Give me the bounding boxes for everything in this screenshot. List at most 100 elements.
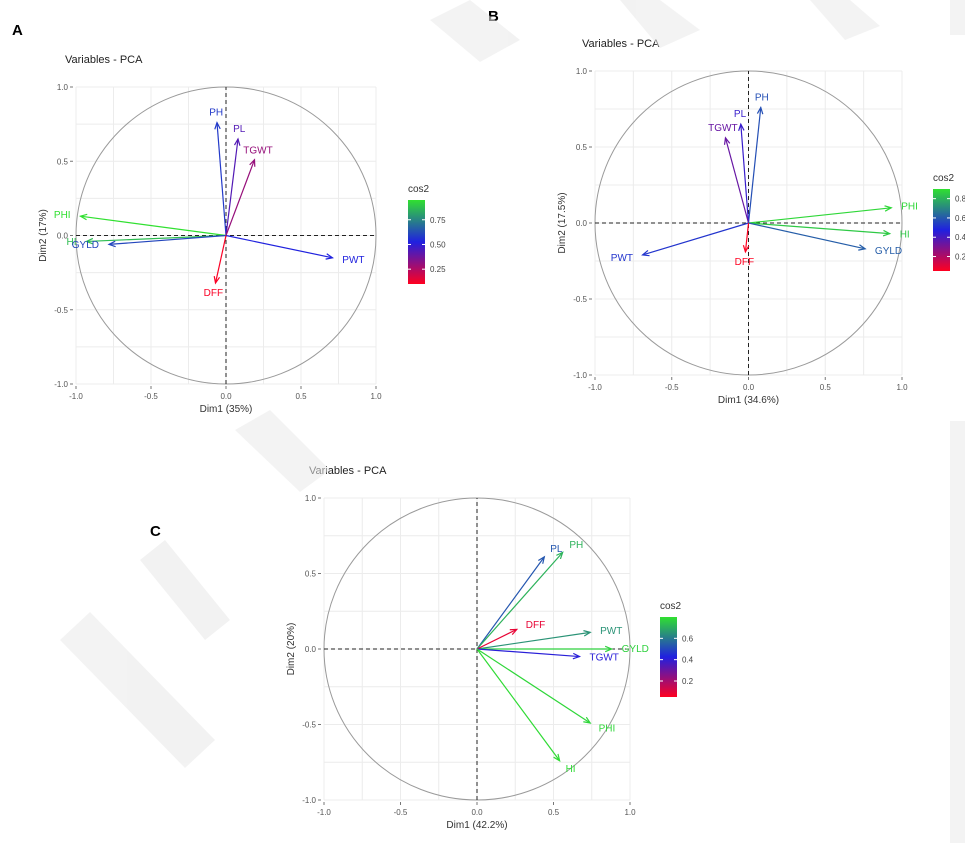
legend-title: cos2 [933,173,955,184]
page-edge-strip [950,0,965,35]
arrow-line [748,222,866,250]
variable-label: PL [233,124,246,135]
variable-label: HI [900,229,910,240]
variable-arrow-tgwt: TGWT [708,123,750,224]
page-edge-strip [950,421,965,843]
arrow-line [748,222,890,235]
y-axis-label: Dim2 (20%) [286,623,297,676]
arrow-line [476,551,564,650]
arrow-head [538,555,546,564]
variable-arrow-pwt: PWT [476,626,622,650]
panel-label-a: A [12,22,23,39]
variable-label: PHI [599,723,616,734]
variable-label: PH [569,540,583,551]
legend-tick-label: 0.4 [955,233,965,242]
variable-arrow-ph: PH [476,540,583,650]
arrow-head [84,237,94,245]
arrow-head [583,716,592,724]
y-axis-label: Dim2 (17%) [38,209,49,262]
arrow-head [756,105,764,115]
arrow-head [583,630,592,637]
variable-label: PHI [901,202,918,213]
arrow-line [214,235,227,284]
x-tick-label: -0.5 [144,392,158,401]
cos2-legend: cos2 0.2 0.4 0.6 [660,601,694,697]
variable-label: PL [734,109,747,120]
arrow-line [80,215,227,237]
legend-tick-label: 0.6 [682,634,694,643]
arrow-line [724,137,750,224]
legend-colorbar [660,617,677,697]
variable-arrow-tgwt: TGWT [476,648,619,663]
legend-tick-label: 0.8 [955,195,965,204]
y-tick-label: 1.0 [305,494,317,503]
legend-tick-label: 0.50 [430,240,446,249]
x-tick-label: 0.5 [820,383,832,392]
arrow-line [744,222,750,252]
variable-arrow-ph: PH [747,93,769,224]
variable-label: PL [550,544,563,555]
arrow-line [476,631,591,650]
x-tick-label: 1.0 [370,392,382,401]
x-tick-label: -1.0 [69,392,83,401]
x-tick-label: 1.0 [896,383,908,392]
arrow-head [572,652,582,660]
arrow-head [509,628,519,636]
y-tick-label: 0.5 [576,143,588,152]
variable-arrow-gyld: GYLD [477,644,649,655]
arrow-head [882,229,892,237]
variable-label: TGWT [589,652,618,663]
x-tick-label: -1.0 [317,808,331,817]
x-tick-label: -0.5 [665,383,679,392]
legend-tick-label: 0.25 [430,265,446,274]
arrow-line [108,234,227,246]
y-tick-label: 0.0 [305,645,317,654]
variable-arrow-phi: PHI [476,648,616,734]
y-axis-label: Dim2 (17.5%) [557,192,568,253]
arrow-head [214,121,221,130]
legend-tick-label: 0.75 [430,216,446,225]
y-tick-label: 0.5 [57,157,69,166]
chart-title: Variables - PCA [309,465,387,477]
x-tick-label: 0.0 [471,808,483,817]
x-tick-label: 0.5 [548,808,560,817]
variable-arrow-tgwt: TGWT [225,145,273,236]
arrow-line [476,648,591,724]
variable-label: HI [67,237,77,248]
y-tick-label: 0.5 [305,570,317,579]
arrow-line [476,628,518,650]
chart-title: Variables - PCA [65,54,143,66]
legend-tick-label: 0.4 [682,656,694,665]
arrow-line [476,556,545,650]
variable-arrow-pl: PL [476,544,563,650]
x-axis-label: Dim1 (42.2%) [446,820,507,831]
legend-tick-label: 0.2 [682,677,694,686]
legend-tick-label: 0.6 [955,214,965,223]
variable-label: PH [755,93,769,104]
variable-label: TGWT [708,123,737,134]
arrow-head [556,551,564,560]
arrow-head [213,276,221,285]
legend-colorbar [933,189,950,271]
x-tick-label: 0.0 [743,383,755,392]
y-tick-label: 0.0 [576,219,588,228]
variable-label: GYLD [72,240,99,251]
cos2-legend: cos2 0.25 0.50 0.75 [408,184,446,284]
arrow-line [748,207,892,224]
variable-label: TGWT [243,145,272,156]
arrow-line [225,234,333,259]
variable-arrow-hi: HI [67,234,227,248]
x-tick-label: 0.0 [220,392,232,401]
y-tick-label: -0.5 [54,306,68,315]
y-tick-label: -0.5 [302,721,316,730]
arrow-line [216,122,227,236]
legend-colorbar [408,200,425,284]
arrow-head [78,213,88,221]
variable-arrow-dff: DFF [476,620,545,650]
y-tick-label: -1.0 [302,796,316,805]
legend-title: cos2 [660,601,682,612]
y-tick-label: -1.0 [573,371,587,380]
variable-label: DFF [204,288,223,299]
